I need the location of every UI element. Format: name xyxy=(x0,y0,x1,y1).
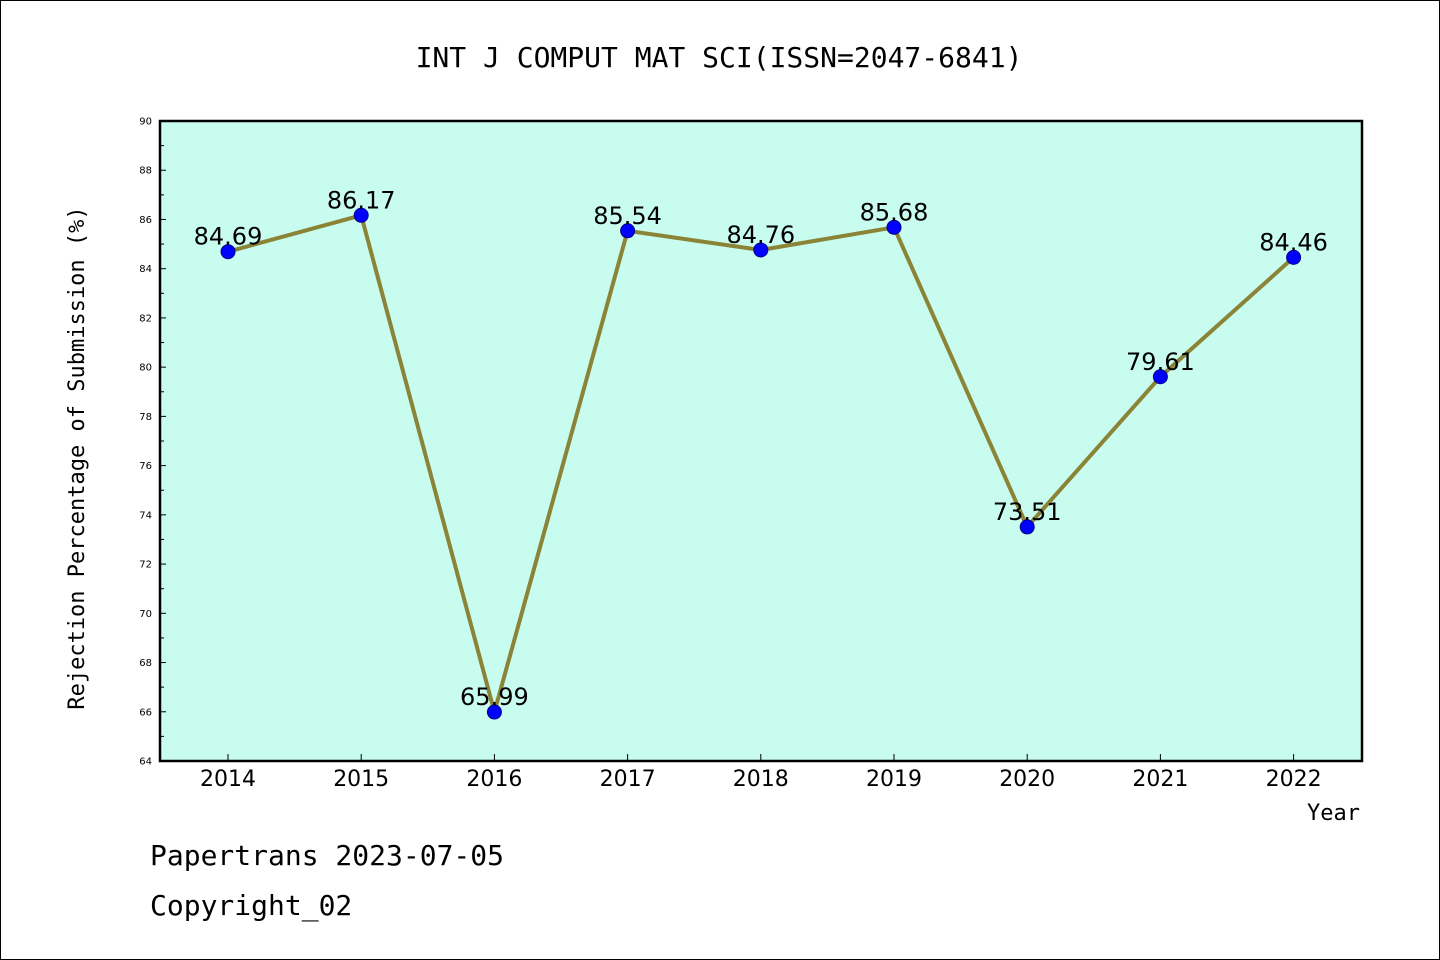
y-tick-label: 82 xyxy=(139,313,152,324)
x-tick-label: 2021 xyxy=(1132,767,1188,792)
data-point-label: 84.69 xyxy=(194,223,263,251)
data-markers xyxy=(220,207,1302,720)
y-tick-label: 70 xyxy=(139,609,152,620)
y-tick-label: 76 xyxy=(139,461,152,472)
y-axis-label: Rejection Percentage of Submission (%) xyxy=(65,206,90,709)
x-tick-label: 2022 xyxy=(1266,767,1322,792)
data-point-marker xyxy=(1019,519,1035,535)
footer-date-line: Papertrans 2023-07-05 xyxy=(150,839,504,872)
plot-frame xyxy=(158,119,1364,763)
plot-area xyxy=(160,121,1362,761)
data-point-marker xyxy=(220,244,236,260)
y-tick-label: 84 xyxy=(139,264,152,275)
data-point-marker xyxy=(353,207,369,223)
footer-copyright-line: Copyright_02 xyxy=(150,889,352,923)
y-axis-ticks: 64 66 68 70 72 74 76 78 80 82 84 86 88 90 xyxy=(139,117,166,768)
data-point-label: 85.54 xyxy=(593,202,662,230)
data-point-marker xyxy=(1152,369,1168,385)
data-labels: 84.69 86.17 65.99 85.54 84.76 85.68 73.51 79.61… xyxy=(194,186,1328,711)
y-tick-label: 66 xyxy=(139,707,152,718)
data-point-label: 79.61 xyxy=(1126,348,1195,376)
y-tick-label: 74 xyxy=(139,510,152,521)
x-tick-label: 2020 xyxy=(999,767,1055,792)
data-point-marker xyxy=(1286,249,1302,265)
data-point-label: 86.17 xyxy=(327,186,396,214)
x-tick-label: 2016 xyxy=(466,767,522,792)
data-point-marker xyxy=(753,242,769,258)
x-tick-label: 2017 xyxy=(600,767,656,792)
x-tick-label: 2015 xyxy=(333,767,389,792)
y-tick-label: 64 xyxy=(139,757,152,768)
y-tick-label: 78 xyxy=(139,412,152,423)
data-point-label: 84.46 xyxy=(1259,228,1328,256)
y-tick-label: 72 xyxy=(139,560,152,571)
y-tick-label: 80 xyxy=(139,363,152,374)
data-point-label: 65.99 xyxy=(460,683,529,711)
x-axis-label: Year xyxy=(1307,801,1360,826)
data-point-label: 73.51 xyxy=(993,498,1062,526)
data-point-marker xyxy=(486,704,502,720)
data-point-label: 85.68 xyxy=(860,198,929,226)
data-point-marker xyxy=(886,219,902,235)
y-tick-label: 68 xyxy=(139,658,152,669)
y-tick-label: 86 xyxy=(139,215,152,226)
y-tick-label: 90 xyxy=(139,117,152,128)
x-tick-label: 2019 xyxy=(866,767,922,792)
chart-title: INT J COMPUT MAT SCI(ISSN=2047-6841) xyxy=(416,41,1023,74)
x-tick-label: 2014 xyxy=(200,767,256,792)
x-axis-ticks: 2014 2015 2016 2017 2018 2019 2020 2021 2022 xyxy=(200,754,1322,792)
data-point-marker xyxy=(620,223,636,239)
data-point-label: 84.76 xyxy=(726,221,795,249)
x-tick-label: 2018 xyxy=(733,767,789,792)
y-tick-label: 88 xyxy=(139,166,152,177)
